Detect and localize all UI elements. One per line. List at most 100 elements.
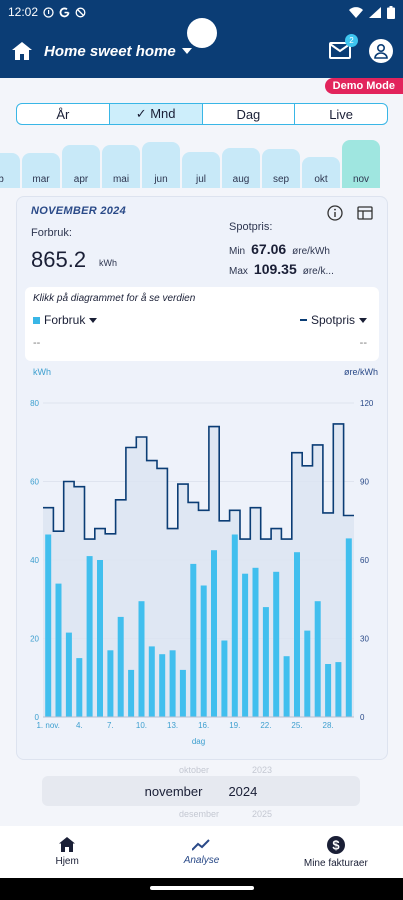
consumption-bar (76, 658, 83, 717)
profile-button[interactable] (369, 39, 393, 63)
consumption-bar (138, 601, 145, 717)
y-left-unit: kWh (33, 367, 51, 377)
info-icon[interactable] (327, 205, 343, 221)
picker-next-month: desember (179, 809, 220, 819)
gesture-pill (150, 886, 254, 890)
right-series-select[interactable]: Spotpris (299, 313, 367, 327)
consumption-bar (55, 583, 62, 717)
period-title: NOVEMBER 2024 (31, 205, 126, 217)
consumption-bar (231, 534, 238, 717)
x-tick-label: 4. (76, 721, 83, 730)
month-tab-apr[interactable]: apr (62, 144, 100, 188)
y-left-tick: 60 (30, 478, 39, 487)
nav-analysis-label: Analyse (183, 854, 220, 866)
consumption-bar (190, 563, 197, 717)
signal-icon (369, 6, 381, 18)
chart-hint: Klikk på diagrammet for å se verdien (33, 293, 196, 304)
consumption-bar (283, 656, 290, 717)
nav-analysis[interactable]: Analyse (134, 826, 268, 878)
month-tab-sep[interactable]: sep (262, 149, 300, 188)
month-tab-jun[interactable]: jun (142, 141, 180, 188)
consumption-bar (169, 650, 176, 717)
table-view-icon[interactable] (357, 205, 373, 221)
consumption-card: NOVEMBER 2024 Forbruk: 865.2 kWh Spotpri… (16, 196, 388, 760)
nav-invoices[interactable]: $ Mine fakturaer (269, 826, 403, 878)
home-icon (12, 42, 32, 60)
month-tab-mar[interactable]: mar (22, 152, 60, 188)
selection-box: Klikk på diagrammet for å se verdien For… (25, 287, 379, 361)
consumption-unit: kWh (99, 258, 117, 268)
y-right-tick: 120 (360, 399, 374, 408)
tab-year[interactable]: År (17, 104, 110, 124)
location-selector[interactable]: Home sweet home (44, 43, 192, 60)
user-icon (374, 43, 388, 59)
picker-prev-month: oktober (179, 765, 210, 775)
consumption-bar (211, 550, 217, 717)
y-left-tick: 80 (30, 399, 39, 408)
nav-home-label: Hjem (55, 856, 79, 867)
month-tab-aug[interactable]: aug (222, 147, 260, 188)
x-tick-label: 22. (260, 721, 271, 730)
y-left-tick: 0 (35, 713, 40, 722)
month-tab-b[interactable]: b (0, 152, 20, 188)
tab-live[interactable]: Live (329, 106, 354, 122)
month-picker[interactable]: oktober 2023 november 2024 desember 2025 (42, 765, 360, 825)
spot-price-label: Spotpris: (229, 221, 273, 233)
spot-min-value: 67.06 (251, 241, 287, 257)
month-tab-jul[interactable]: jul (182, 152, 220, 188)
consumption-bar (294, 552, 300, 717)
spot-price-line (43, 423, 354, 540)
x-tick-label: 19. (229, 721, 240, 730)
x-tick-label: 7. (107, 721, 114, 730)
left-series-label: Forbruk (44, 313, 86, 327)
consumption-chart[interactable]: kWh øre/kWh 0 20 40 60 80 0 30 60 90 120 1. nov. 4. 7.… (17, 365, 389, 755)
left-series-select[interactable]: Forbruk (33, 313, 98, 327)
chevron-down-icon (359, 317, 367, 323)
tab-day[interactable]: Dag (203, 104, 296, 124)
demo-mode-badge: Demo Mode (324, 78, 403, 94)
consumption-bar (335, 662, 342, 717)
google-icon (59, 7, 70, 17)
consumption-bar (345, 538, 352, 717)
month-strip: b mar apr mai jun jul aug sep okt nov (0, 140, 403, 188)
consumption-bar (86, 556, 93, 717)
wifi-icon (349, 6, 363, 18)
consumption-bar (200, 585, 207, 717)
picker-month: november (144, 783, 203, 799)
month-tab-okt[interactable]: okt (302, 156, 340, 188)
consumption-bar (159, 654, 166, 717)
home-button[interactable] (10, 39, 34, 63)
month-tab-mai[interactable]: mai (102, 144, 140, 188)
bottom-navigation: Hjem Analyse $ Mine fakturaer (0, 826, 403, 878)
consumption-bar (242, 573, 249, 717)
spot-min-row: Min 67.06 øre/kWh (229, 241, 330, 257)
spot-max-value: 109.35 (253, 261, 297, 277)
messages-button[interactable]: 2 (329, 34, 358, 62)
y-right-tick: 0 (360, 713, 365, 722)
picker-prev-year: 2023 (252, 765, 273, 775)
x-tick-label: 10. (136, 721, 147, 730)
consumption-bar (107, 650, 114, 717)
y-left-tick: 40 (30, 556, 39, 565)
nav-home[interactable]: Hjem (0, 826, 134, 878)
home-icon (59, 837, 76, 852)
status-time: 12:02 (8, 5, 39, 19)
picker-selected[interactable]: november 2024 (42, 776, 360, 806)
month-tab-nov[interactable]: nov (342, 140, 380, 188)
y-right-tick: 60 (360, 556, 369, 565)
consumption-bar (179, 669, 186, 717)
chevron-down-icon (89, 317, 98, 323)
y-right-unit: øre/kWh (344, 367, 378, 377)
y-right-tick: 30 (360, 635, 369, 644)
consumption-bar (304, 630, 311, 717)
x-axis-label: dag (192, 737, 205, 746)
consumption-bar (221, 640, 228, 717)
message-count-badge: 2 (345, 34, 358, 47)
blocked-icon (75, 7, 86, 17)
chevron-down-icon (181, 48, 192, 54)
consumption-legend-swatch (33, 316, 40, 324)
tab-month[interactable]: ✓ Mnd (109, 104, 203, 124)
consumption-bar (314, 601, 321, 717)
consumption-bar (128, 669, 135, 717)
nav-invoices-label: Mine fakturaer (303, 857, 368, 869)
